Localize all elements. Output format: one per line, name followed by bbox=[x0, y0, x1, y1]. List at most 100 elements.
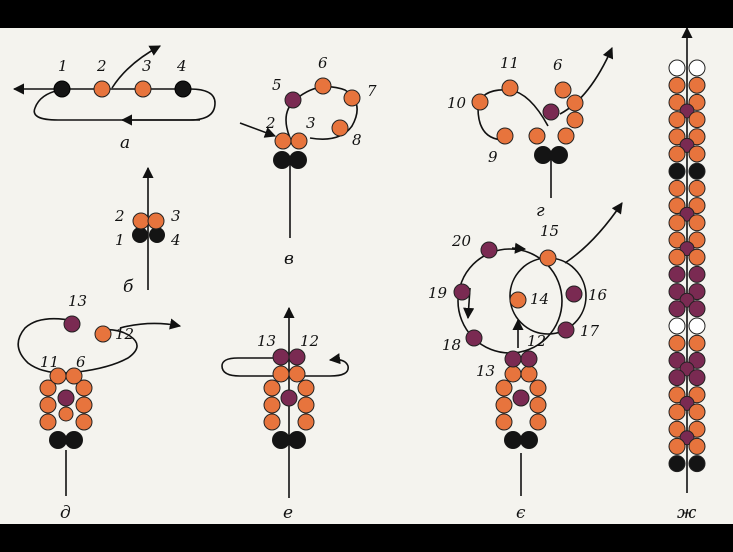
chain-bead bbox=[688, 179, 706, 197]
panel-zh: ж bbox=[668, 28, 706, 523]
bead-e-o3 bbox=[263, 396, 281, 414]
bead-d-p1 bbox=[57, 389, 75, 407]
chain-bead bbox=[688, 334, 706, 352]
bead-ye-o1 bbox=[495, 413, 513, 431]
bead-v-6 bbox=[314, 77, 332, 95]
beading-diagram: 1 2 3 4 а 2 3 1 4 б 5 6 7 2 3 8 в bbox=[12, 28, 706, 523]
chain-bead bbox=[688, 369, 706, 387]
label-ye-16: 16 bbox=[588, 286, 608, 304]
bead-ye-o2 bbox=[529, 413, 547, 431]
bead-b-4 bbox=[149, 227, 165, 243]
bead-ye-20 bbox=[480, 241, 498, 259]
chain-bead bbox=[688, 59, 706, 77]
chain-bead bbox=[668, 334, 686, 352]
caption-a: а bbox=[120, 133, 130, 153]
thread-a-exit bbox=[111, 45, 161, 89]
label-ye-17: 17 bbox=[580, 322, 600, 340]
bead-e-12 bbox=[288, 348, 306, 366]
bead-b-1 bbox=[132, 227, 148, 243]
chain-bead bbox=[688, 351, 706, 369]
chain-bead bbox=[688, 76, 706, 94]
label-v-3: 3 bbox=[306, 114, 316, 132]
chain-bead bbox=[688, 93, 706, 111]
bead-e-o6 bbox=[297, 379, 315, 397]
chain-bead bbox=[688, 111, 706, 129]
bead-g-10 bbox=[471, 93, 489, 111]
bead-g-6 bbox=[554, 81, 572, 99]
bead-ye-17 bbox=[557, 321, 575, 339]
thread-g-loop bbox=[477, 89, 549, 141]
label-ye-13: 13 bbox=[476, 362, 495, 380]
bead-ye-o5 bbox=[495, 379, 513, 397]
chain-bead bbox=[688, 386, 706, 404]
label-g-10: 10 bbox=[447, 94, 467, 112]
label-d-12: 12 bbox=[115, 325, 134, 343]
chain-bead bbox=[688, 248, 706, 266]
thread-ye-exit bbox=[564, 202, 623, 264]
chain-bead bbox=[688, 317, 706, 335]
bead-d-o5 bbox=[39, 379, 57, 397]
chain-bead bbox=[668, 197, 686, 215]
label-ye-19: 19 bbox=[428, 284, 448, 302]
chain-bead bbox=[668, 214, 686, 232]
chain-bead bbox=[668, 179, 686, 197]
bead-g-o3 bbox=[566, 111, 584, 129]
panel-d: 13 12 11 6 д bbox=[17, 292, 182, 523]
chain-bead bbox=[668, 59, 686, 77]
bead-d-13 bbox=[63, 315, 81, 333]
label-ye-18: 18 bbox=[442, 336, 461, 354]
label-a-3: 3 bbox=[142, 57, 152, 75]
bead-e-o8 bbox=[288, 365, 306, 383]
panel-g: 11 6 10 9 г bbox=[447, 46, 614, 221]
chain-bead bbox=[668, 248, 686, 266]
thread-g-exit bbox=[559, 46, 614, 115]
chain-bead bbox=[668, 437, 686, 455]
chain-bead bbox=[688, 455, 706, 473]
bead-g-p bbox=[542, 103, 560, 121]
label-a-2: 2 bbox=[96, 57, 107, 75]
bead-ye-o3 bbox=[495, 396, 513, 414]
bead-a-2 bbox=[93, 80, 111, 98]
bead-a-3 bbox=[134, 80, 152, 98]
bead-d-b2 bbox=[65, 431, 83, 449]
bead-v-3 bbox=[290, 132, 308, 150]
bead-e-o4 bbox=[297, 396, 315, 414]
caption-e: е bbox=[283, 503, 293, 523]
bead-v-2 bbox=[274, 132, 292, 150]
bead-e-o2 bbox=[297, 413, 315, 431]
bead-d-o6 bbox=[75, 379, 93, 397]
label-a-1: 1 bbox=[58, 57, 68, 75]
panel-a: 1 2 3 4 а bbox=[12, 45, 216, 153]
chain-bead bbox=[688, 300, 706, 318]
bead-v-b2 bbox=[289, 151, 307, 169]
bead-e-o1 bbox=[263, 413, 281, 431]
label-d-11: 11 bbox=[40, 353, 59, 371]
panel-e: 13 12 е bbox=[221, 306, 349, 523]
bead-ye-16 bbox=[565, 285, 583, 303]
bead-ye-b1 bbox=[504, 431, 522, 449]
label-d-13: 13 bbox=[68, 292, 87, 310]
bead-ye-15 bbox=[539, 249, 557, 267]
bead-ye-13 bbox=[504, 350, 522, 368]
label-b-2: 2 bbox=[114, 207, 125, 225]
bead-g-9 bbox=[496, 127, 514, 145]
bead-v-b1 bbox=[273, 151, 291, 169]
chain-bead bbox=[668, 351, 686, 369]
bead-g-o2 bbox=[557, 127, 575, 145]
label-ye-20: 20 bbox=[451, 232, 472, 250]
label-v-5: 5 bbox=[272, 76, 282, 94]
label-b-1: 1 bbox=[115, 231, 125, 249]
thread-ye-arrow-top bbox=[511, 242, 527, 254]
label-ye-12: 12 bbox=[527, 332, 546, 350]
chain-bead bbox=[668, 386, 686, 404]
bead-a-1 bbox=[53, 80, 71, 98]
bead-v-8 bbox=[331, 119, 349, 137]
label-e-12: 12 bbox=[300, 332, 319, 350]
bead-g-b2 bbox=[550, 146, 568, 164]
bead-b-3 bbox=[147, 212, 165, 230]
bead-g-o4 bbox=[566, 94, 584, 112]
caption-ye: є bbox=[516, 503, 526, 523]
bead-ye-14 bbox=[509, 291, 527, 309]
label-ye-14: 14 bbox=[530, 290, 549, 308]
bead-e-b2 bbox=[288, 431, 306, 449]
